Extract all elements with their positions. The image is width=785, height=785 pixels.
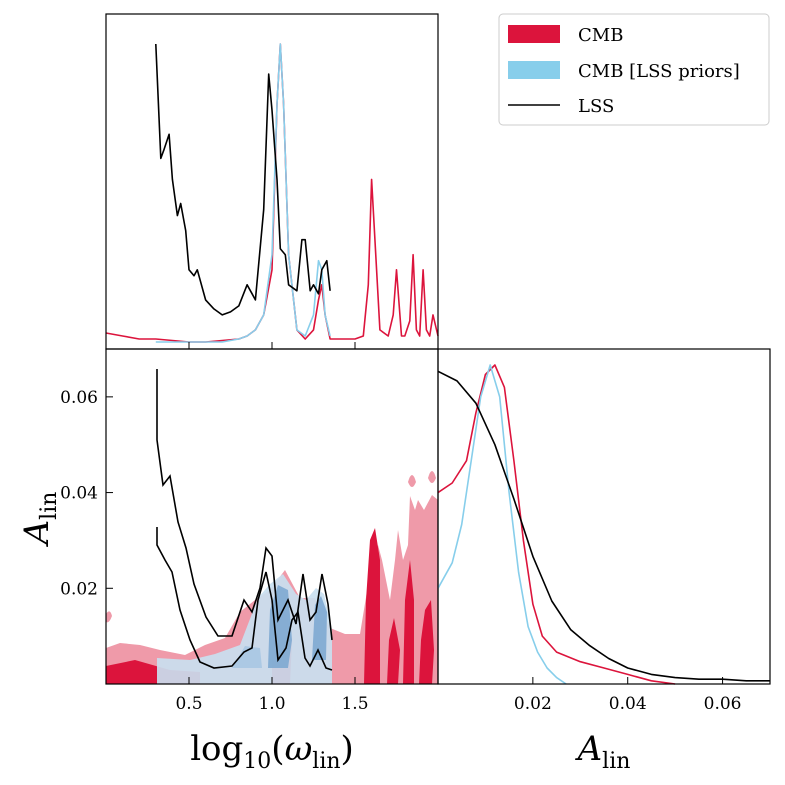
omega-x-tick-label-2: 1.5	[341, 694, 368, 714]
amp-y-tick-label-0: 0.02	[60, 579, 98, 599]
legend: CMB CMB [LSS priors] LSS	[498, 13, 770, 126]
amp-x-tick-label-1: 0.04	[609, 694, 647, 714]
joint-y-ticks: 0.02 0.04 0.06	[60, 388, 113, 599]
joint-panel: 0.5 1.0 1.5 0.02 0.04 0.06	[60, 348, 439, 714]
amp-marginal-line-cmb	[437, 364, 676, 685]
cmb-95-blob-b	[428, 471, 436, 483]
omega-x-tick-label-0: 0.5	[175, 694, 202, 714]
cmb-95-blob-a	[408, 475, 416, 487]
amp-marginal-line-cmb-lss-priors	[437, 364, 567, 685]
cmb-lss-68-contour-b	[232, 646, 262, 668]
legend-cmb-lss-swatch	[508, 61, 560, 79]
legend-cmb-swatch	[508, 25, 560, 43]
legend-lss-label: LSS	[578, 96, 614, 117]
x-axis-label-omega: log10(ωlin)	[190, 729, 354, 774]
omega-marginal-panel	[105, 13, 439, 350]
omega-marginal-line-lss	[155, 43, 331, 316]
amp-panel-frame	[437, 348, 771, 685]
lss-95-contour-line	[156, 369, 333, 641]
lss-68-contour-line	[156, 527, 333, 671]
omega-marginal-line-cmb-lss-priors	[155, 43, 331, 343]
legend-frame	[498, 13, 770, 126]
amp-marginal-curves	[437, 364, 770, 685]
joint-contours	[106, 369, 438, 684]
legend-cmb-label: CMB	[578, 25, 623, 46]
legend-cmb-lss-label: CMB [LSS priors]	[578, 61, 740, 82]
amp-x-tick-label-2: 0.06	[704, 694, 742, 714]
omega-panel-frame	[105, 13, 439, 350]
y-axis-label-amp: Alin	[17, 492, 62, 548]
cmb-68-contour	[106, 528, 434, 684]
omega-marginal-line-cmb	[105, 43, 439, 343]
amp-y-tick-label-1: 0.04	[60, 484, 98, 504]
joint-x-ticks: 0.5 1.0 1.5	[175, 677, 369, 714]
amp-x-ticks: 0.02 0.04 0.06	[514, 677, 742, 714]
cmb-95-blob-c	[106, 611, 112, 623]
x-axis-label-amp: Alin	[575, 729, 631, 774]
cmb-lss-68-contour	[268, 585, 327, 668]
omega-top-ticks	[188, 342, 356, 349]
amp-y-tick-label-2: 0.06	[60, 388, 98, 408]
omega-marginal-curves	[105, 43, 439, 343]
amp-marginal-line-lss	[437, 370, 770, 682]
omega-x-tick-label-1: 1.0	[258, 694, 285, 714]
amp-x-tick-label-0: 0.02	[514, 694, 552, 714]
amp-marginal-panel: 0.02 0.04 0.06	[437, 348, 771, 714]
